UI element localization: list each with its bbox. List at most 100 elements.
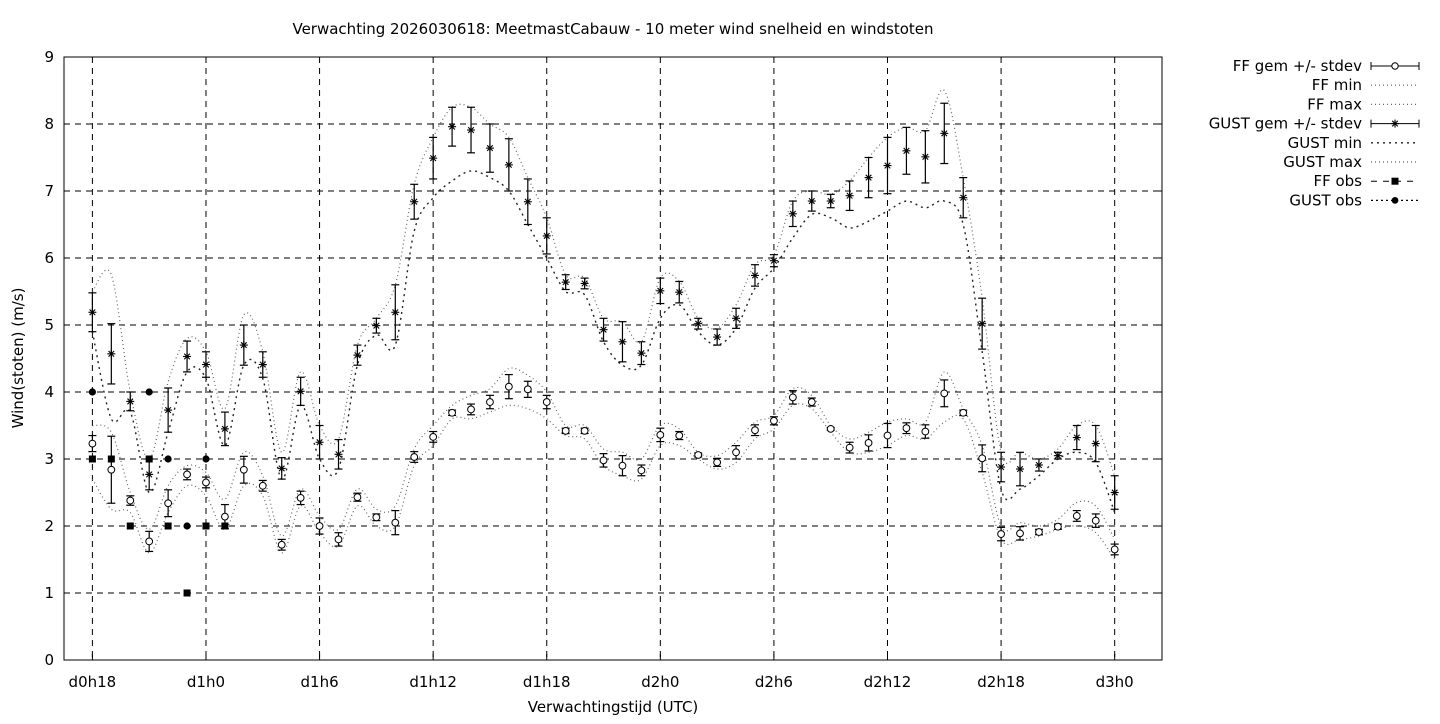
gust-point xyxy=(618,337,627,346)
gust-point xyxy=(88,308,97,317)
legend-sample-marker xyxy=(1391,177,1399,185)
y-tick-label: 7 xyxy=(44,182,54,200)
ff-point xyxy=(486,398,494,406)
ff-point xyxy=(239,465,248,474)
ff-point xyxy=(561,426,570,435)
legend-label: GUST obs xyxy=(1289,191,1362,209)
ff-point xyxy=(448,408,456,417)
gust-point xyxy=(296,387,305,396)
y-axis-label: Wind(stoten) (m/s) xyxy=(9,288,27,429)
gust-point xyxy=(372,321,381,330)
x-tick-label: d1h6 xyxy=(301,673,339,691)
gust-point xyxy=(978,319,987,328)
data-points xyxy=(88,122,1119,597)
gust-point xyxy=(277,464,286,473)
ff-point xyxy=(959,408,968,417)
ff-point xyxy=(940,389,949,398)
ff-point xyxy=(88,439,97,448)
ff-point xyxy=(1016,529,1024,538)
ff-point xyxy=(902,424,911,433)
gust-point xyxy=(902,146,911,155)
ff-point xyxy=(997,530,1005,538)
ff-point xyxy=(334,535,343,544)
ff-point xyxy=(864,439,873,447)
legend-label: FF obs xyxy=(1313,172,1362,190)
gust-point xyxy=(485,144,494,153)
y-tick-label: 9 xyxy=(44,48,54,66)
ff-point xyxy=(1072,512,1081,520)
ff-point xyxy=(410,453,419,461)
y-tick-label: 8 xyxy=(44,115,54,133)
gust-point xyxy=(713,333,722,342)
ff-point xyxy=(883,431,892,440)
legend-sample-marker xyxy=(1391,197,1399,204)
gust-point xyxy=(1110,488,1119,497)
gust-point xyxy=(561,278,570,287)
y-tick-label: 3 xyxy=(44,450,54,468)
ff-obs-point xyxy=(88,455,96,463)
gust-obs-point xyxy=(88,388,96,396)
ff-obs-point xyxy=(164,522,172,530)
ff-point xyxy=(618,461,627,470)
gust-point xyxy=(201,360,210,369)
ff-point xyxy=(656,430,665,439)
gust-point xyxy=(1053,451,1062,460)
ff-min-line xyxy=(91,403,1116,560)
ff-point xyxy=(372,513,381,522)
y-tick-label: 4 xyxy=(44,383,54,401)
ff-obs-point xyxy=(126,522,134,530)
chart-title: Verwachting 2026030618: MeetmastCabauw -… xyxy=(292,20,933,38)
ff-point xyxy=(221,512,229,521)
gust-point xyxy=(997,463,1006,472)
gust-point xyxy=(883,161,892,170)
legend-label: FF min xyxy=(1312,76,1362,94)
ff-point xyxy=(978,454,987,463)
gust-max-line xyxy=(91,89,1116,477)
legend-label: FF max xyxy=(1307,95,1362,113)
x-tick-label: d2h18 xyxy=(977,673,1025,691)
gust-point xyxy=(694,319,703,328)
x-tick-label: d0h18 xyxy=(69,673,117,691)
x-tick-label: d2h12 xyxy=(864,673,912,691)
legend-sample-marker xyxy=(1391,62,1399,70)
ff-point xyxy=(732,448,740,457)
ff-point xyxy=(542,398,551,406)
ff-point xyxy=(807,398,816,406)
gust-obs-point xyxy=(202,455,210,463)
gust-obs-point xyxy=(183,522,191,530)
ff-point xyxy=(296,493,305,502)
gust-point xyxy=(599,325,608,334)
ff-point xyxy=(523,385,532,394)
ff-point xyxy=(391,518,400,527)
ff-obs-point xyxy=(221,522,229,530)
ff-point xyxy=(921,427,930,436)
ff-obs-point xyxy=(107,455,115,463)
gust-obs-point xyxy=(145,388,153,396)
y-tick-label: 6 xyxy=(44,249,54,267)
ff-point xyxy=(277,540,286,549)
ff-point xyxy=(126,496,135,505)
y-tick-label: 1 xyxy=(44,584,54,602)
ff-point xyxy=(353,493,362,502)
gust-point xyxy=(656,286,665,295)
gust-point xyxy=(239,341,248,350)
gust-min-line xyxy=(91,170,1116,513)
ff-point xyxy=(694,451,703,459)
ff-point xyxy=(315,522,324,530)
grid-layer xyxy=(64,57,1162,660)
gust-point xyxy=(523,197,532,206)
gust-point xyxy=(864,173,873,182)
ff-point xyxy=(164,499,173,508)
gust-point xyxy=(467,126,476,135)
gust-point xyxy=(504,160,513,169)
gust-point xyxy=(1091,439,1100,448)
ff-point xyxy=(1035,528,1043,536)
ff-point xyxy=(258,481,267,490)
gust-point xyxy=(788,209,797,218)
gust-point xyxy=(959,193,968,202)
legend-label: GUST max xyxy=(1283,153,1362,171)
ff-point xyxy=(637,466,646,475)
legend-label: GUST gem +/- stdev xyxy=(1209,115,1362,133)
ff-point xyxy=(1091,516,1100,525)
